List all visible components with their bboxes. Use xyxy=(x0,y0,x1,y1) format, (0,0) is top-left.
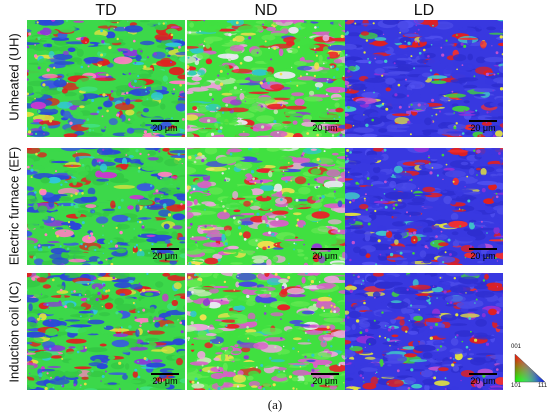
ebsd-map-uh-ld: 20 μm xyxy=(345,20,503,137)
grain-map xyxy=(27,20,185,137)
scale-bar: 20 μm xyxy=(151,373,179,386)
ebsd-map-ef-td: 20 μm xyxy=(27,148,185,265)
column-header-td: TD xyxy=(95,2,117,19)
ebsd-map-uh-nd: 20 μm xyxy=(187,20,345,137)
grain-map xyxy=(27,273,185,390)
scale-bar: 20 μm xyxy=(311,373,339,386)
ipf-label-111: 111 xyxy=(538,383,548,389)
scale-bar: 20 μm xyxy=(469,373,497,386)
ebsd-map-ef-nd: 20 μm xyxy=(187,148,345,265)
column-header-ld: LD xyxy=(413,2,435,19)
scale-bar: 20 μm xyxy=(311,248,339,261)
ipf-color-key: 001 101 111 xyxy=(505,344,550,392)
ebsd-map-ef-ld: 20 μm xyxy=(345,148,503,265)
scale-bar: 20 μm xyxy=(469,248,497,261)
grain-map xyxy=(187,148,345,265)
ebsd-map-ic-ld: 20 μm xyxy=(345,273,503,390)
grain-map xyxy=(187,273,345,390)
ebsd-map-uh-td: 20 μm xyxy=(27,20,185,137)
figure-caption: (a) xyxy=(267,397,283,412)
scale-bar: 20 μm xyxy=(469,120,497,133)
grain-map xyxy=(27,148,185,265)
grain-map xyxy=(345,273,503,390)
grain-map xyxy=(345,20,503,137)
column-header-nd: ND xyxy=(254,2,278,19)
grain-map xyxy=(187,20,345,137)
grain-map xyxy=(345,148,503,265)
ipf-triangle-icon xyxy=(514,353,546,383)
scale-bar: 20 μm xyxy=(151,120,179,133)
ebsd-map-ic-nd: 20 μm xyxy=(187,273,345,390)
ebsd-map-ic-td: 20 μm xyxy=(27,273,185,390)
scale-bar: 20 μm xyxy=(151,248,179,261)
ipf-label-001: 001 xyxy=(511,344,522,350)
ipf-label-101: 101 xyxy=(511,383,522,389)
scale-bar: 20 μm xyxy=(311,120,339,133)
